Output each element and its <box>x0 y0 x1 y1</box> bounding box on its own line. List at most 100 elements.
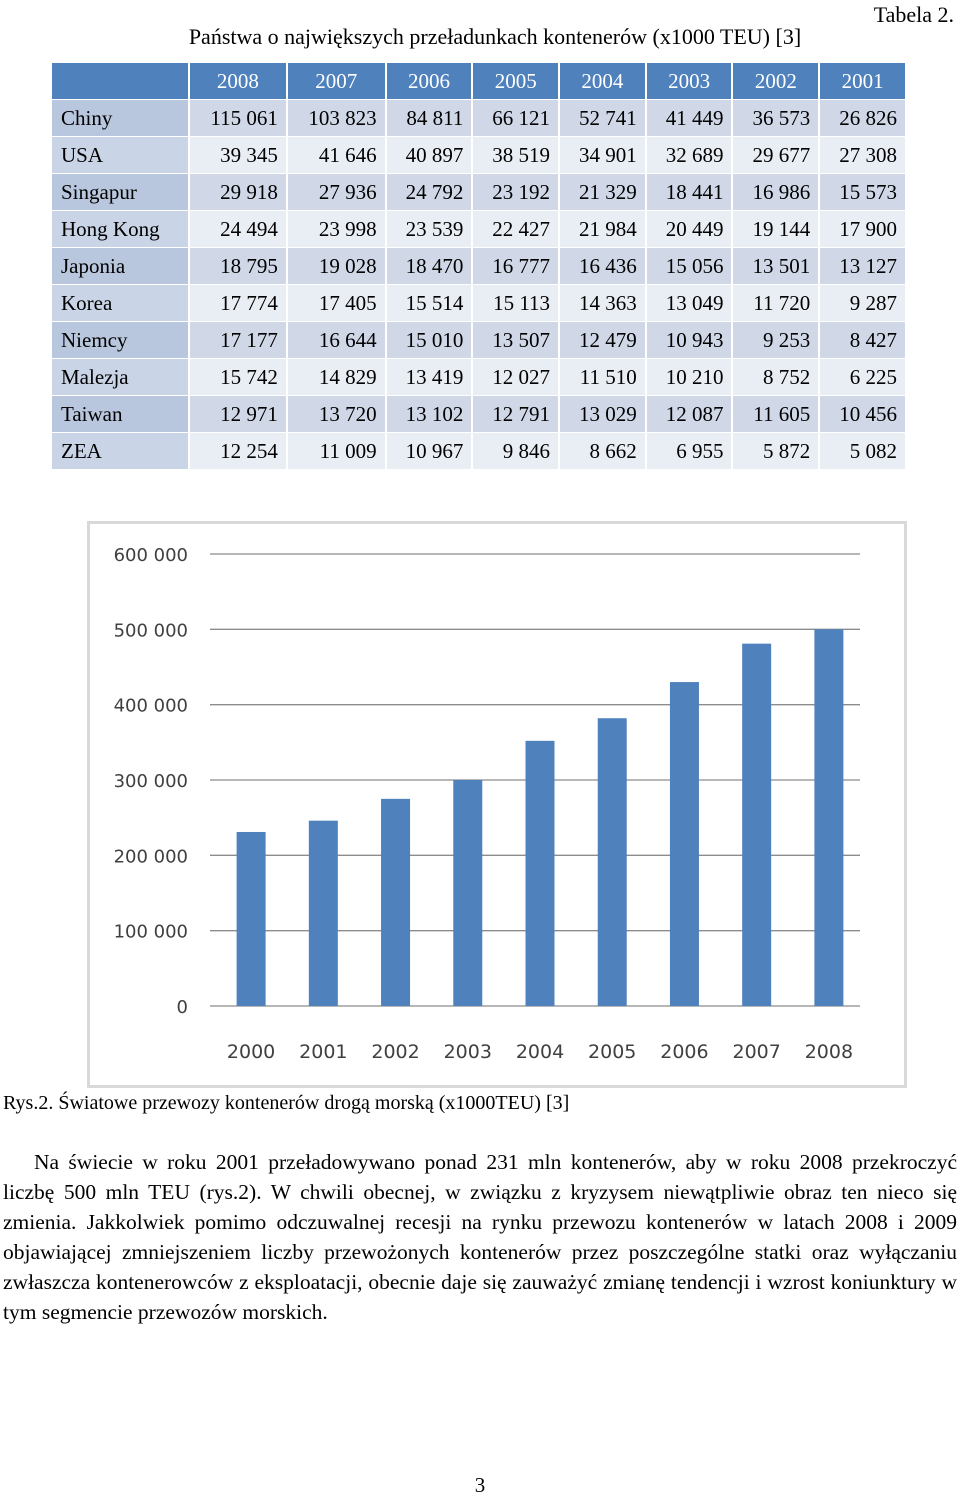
value-cell: 10 943 <box>646 322 734 359</box>
value-cell: 29 918 <box>190 174 288 211</box>
table-header-row: 2008 2007 2006 2005 2004 2003 2002 2001 <box>52 63 907 100</box>
value-cell: 41 646 <box>287 137 387 174</box>
bar-2002 <box>381 798 411 1006</box>
value-cell: 16 644 <box>287 322 387 359</box>
value-cell: 41 449 <box>646 100 734 137</box>
year-header-2005: 2005 <box>473 63 561 100</box>
value-cell: 12 087 <box>646 396 734 433</box>
value-cell: 8 752 <box>733 359 821 396</box>
value-cell: 12 791 <box>473 396 561 433</box>
year-header-2001: 2001 <box>820 63 907 100</box>
bar-2003 <box>453 780 483 1006</box>
value-cell: 38 519 <box>473 137 561 174</box>
y-tick-label: 0 <box>177 997 188 1018</box>
value-cell: 103 823 <box>287 100 387 137</box>
value-cell: 13 127 <box>820 248 907 285</box>
value-cell: 8 662 <box>560 433 647 470</box>
value-cell: 10 967 <box>386 433 474 470</box>
value-cell: 12 479 <box>560 322 647 359</box>
table-row: Korea 17 774 17 405 15 514 15 113 14 363 13 04… <box>52 285 907 322</box>
value-cell: 16 986 <box>733 174 821 211</box>
value-cell: 32 689 <box>646 137 734 174</box>
body-text: Na świecie w roku 2001 przeładowywano po… <box>3 1147 957 1327</box>
value-cell: 29 677 <box>733 137 821 174</box>
country-cell: Hong Kong <box>52 211 190 248</box>
value-cell: 13 029 <box>560 396 647 433</box>
value-cell: 13 501 <box>733 248 821 285</box>
table-row: Japonia 18 795 19 028 18 470 16 777 16 436 15 … <box>52 248 907 285</box>
figure-caption: Rys.2. Światowe przewozy kontenerów drog… <box>3 1092 570 1114</box>
table-row: USA 39 345 41 646 40 897 38 519 34 901 32 689 2… <box>52 137 907 174</box>
country-cell: USA <box>52 137 190 174</box>
table-row: Niemcy 17 177 16 644 15 010 13 507 12 479 10 9… <box>52 322 907 359</box>
value-cell: 26 826 <box>820 100 907 137</box>
value-cell: 19 144 <box>733 211 821 248</box>
value-cell: 39 345 <box>190 137 288 174</box>
value-cell: 13 507 <box>473 322 561 359</box>
table-corner-cell <box>52 63 190 100</box>
x-tick-label: 2005 <box>588 1041 636 1063</box>
country-cell: Japonia <box>52 248 190 285</box>
x-tick-label: 2001 <box>299 1041 347 1063</box>
country-cell: ZEA <box>52 433 190 470</box>
value-cell: 15 056 <box>646 248 734 285</box>
value-cell: 11 605 <box>733 396 821 433</box>
page-number: 3 <box>474 1473 486 1497</box>
x-tick-label: 2008 <box>805 1041 853 1063</box>
x-tick-label: 2007 <box>732 1041 780 1063</box>
value-cell: 15 514 <box>386 285 474 322</box>
value-cell: 23 998 <box>287 211 387 248</box>
bar-2007 <box>742 643 772 1006</box>
container-transport-chart: 0 100 000 200 000 300 000 400 000 500 000 600 … <box>87 521 907 1088</box>
value-cell: 15 010 <box>386 322 474 359</box>
country-cell: Korea <box>52 285 190 322</box>
y-tick-label: 400 000 <box>114 696 188 717</box>
container-throughput-table: 2008 2007 2006 2005 2004 2003 2002 2001 Chiny 11… <box>52 63 907 470</box>
value-cell: 9 287 <box>820 285 907 322</box>
value-cell: 11 510 <box>560 359 647 396</box>
table-row: ZEA 12 254 11 009 10 967 9 846 8 662 6 955 5 87… <box>52 433 907 470</box>
value-cell: 13 102 <box>386 396 474 433</box>
value-cell: 18 795 <box>190 248 288 285</box>
value-cell: 10 456 <box>820 396 907 433</box>
bar-2005 <box>597 718 627 1006</box>
value-cell: 23 192 <box>473 174 561 211</box>
value-cell: 6 955 <box>646 433 734 470</box>
year-header-2007: 2007 <box>287 63 387 100</box>
value-cell: 21 329 <box>560 174 647 211</box>
x-tick-label: 2004 <box>516 1041 564 1063</box>
year-header-2008: 2008 <box>190 63 288 100</box>
value-cell: 15 742 <box>190 359 288 396</box>
value-cell: 9 253 <box>733 322 821 359</box>
value-cell: 17 774 <box>190 285 288 322</box>
table-row: Chiny 115 061 103 823 84 811 66 121 52 741 41 … <box>52 100 907 137</box>
value-cell: 22 427 <box>473 211 561 248</box>
bar-chart-svg: 0 100 000 200 000 300 000 400 000 500 000 600 … <box>114 545 860 1063</box>
value-cell: 24 494 <box>190 211 288 248</box>
value-cell: 16 436 <box>560 248 647 285</box>
value-cell: 12 027 <box>473 359 561 396</box>
x-tick-label: 2003 <box>444 1041 492 1063</box>
year-header-2006: 2006 <box>386 63 474 100</box>
value-cell: 20 449 <box>646 211 734 248</box>
table-title: Państwa o największych przeładunkach kon… <box>188 24 802 49</box>
bar-2008 <box>814 629 844 1006</box>
y-tick-label: 600 000 <box>114 545 188 566</box>
value-cell: 13 720 <box>287 396 387 433</box>
bar-2001 <box>308 820 338 1006</box>
country-cell: Niemcy <box>52 322 190 359</box>
value-cell: 5 082 <box>820 433 907 470</box>
value-cell: 52 741 <box>560 100 647 137</box>
value-cell: 9 846 <box>473 433 561 470</box>
year-header-2003: 2003 <box>646 63 734 100</box>
value-cell: 23 539 <box>386 211 474 248</box>
value-cell: 17 177 <box>190 322 288 359</box>
value-cell: 19 028 <box>287 248 387 285</box>
bar-2006 <box>669 682 699 1006</box>
x-tick-label: 2000 <box>227 1041 275 1063</box>
y-tick-label: 500 000 <box>114 620 188 641</box>
bar-2000 <box>236 831 266 1006</box>
value-cell: 15 113 <box>473 285 561 322</box>
value-cell: 66 121 <box>473 100 561 137</box>
country-cell: Malezja <box>52 359 190 396</box>
